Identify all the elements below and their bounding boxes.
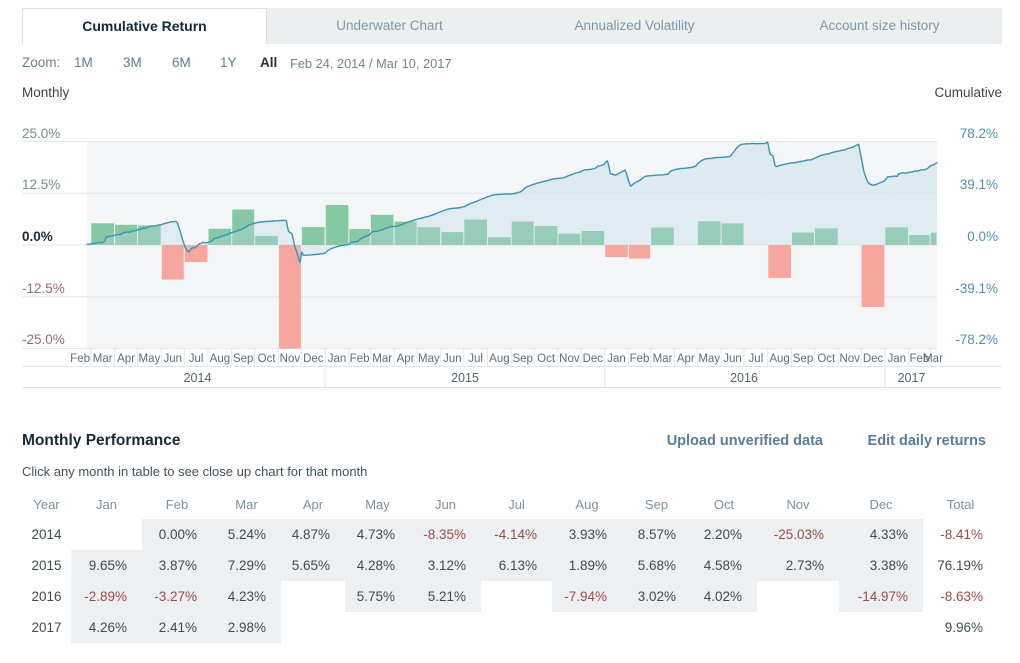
svg-text:12.5%: 12.5%	[22, 177, 60, 192]
svg-text:Jun: Jun	[443, 353, 462, 365]
svg-text:Oct: Oct	[537, 353, 556, 365]
svg-text:Feb: Feb	[909, 353, 929, 365]
svg-text:May: May	[418, 353, 440, 365]
svg-text:Mar: Mar	[923, 353, 943, 365]
svg-text:Mar: Mar	[653, 353, 673, 365]
svg-text:2015: 2015	[451, 371, 479, 385]
svg-text:Aug: Aug	[769, 353, 789, 365]
svg-text:Feb: Feb	[350, 353, 370, 365]
svg-text:Sep: Sep	[793, 353, 813, 365]
svg-text:Mar: Mar	[93, 353, 113, 365]
svg-text:Jul: Jul	[749, 353, 764, 365]
svg-text:May: May	[698, 353, 720, 365]
svg-text:25.0%: 25.0%	[22, 126, 60, 141]
svg-text:Jan: Jan	[888, 353, 907, 365]
svg-text:2016: 2016	[730, 371, 758, 385]
svg-text:Sep: Sep	[233, 353, 253, 365]
svg-text:-12.5%: -12.5%	[22, 281, 65, 296]
svg-text:Jul: Jul	[468, 353, 483, 365]
svg-text:Dec: Dec	[303, 353, 324, 365]
svg-text:Apr: Apr	[397, 353, 415, 365]
svg-text:Oct: Oct	[258, 353, 277, 365]
svg-text:Jul: Jul	[189, 353, 204, 365]
svg-text:Feb: Feb	[630, 353, 650, 365]
svg-text:Dec: Dec	[863, 353, 884, 365]
svg-text:Apr: Apr	[117, 353, 135, 365]
svg-text:39.1%: 39.1%	[960, 177, 998, 192]
svg-text:Aug: Aug	[489, 353, 509, 365]
svg-text:Jun: Jun	[164, 353, 183, 365]
svg-text:0.0%: 0.0%	[967, 229, 998, 244]
svg-text:Dec: Dec	[583, 353, 604, 365]
svg-text:78.2%: 78.2%	[960, 126, 998, 141]
svg-text:-39.1%: -39.1%	[955, 281, 998, 296]
svg-text:2017: 2017	[898, 371, 926, 385]
svg-text:May: May	[139, 353, 161, 365]
svg-text:Mar: Mar	[372, 353, 392, 365]
svg-text:Jun: Jun	[723, 353, 742, 365]
svg-text:Jan: Jan	[328, 353, 347, 365]
svg-text:Nov: Nov	[559, 353, 580, 365]
svg-text:2014: 2014	[184, 371, 212, 385]
svg-text:Sep: Sep	[512, 353, 532, 365]
svg-text:Nov: Nov	[280, 353, 301, 365]
svg-text:-25.0%: -25.0%	[22, 332, 65, 347]
svg-text:-78.2%: -78.2%	[955, 332, 998, 347]
svg-text:Aug: Aug	[210, 353, 230, 365]
svg-text:Oct: Oct	[817, 353, 836, 365]
svg-text:Nov: Nov	[839, 353, 860, 365]
svg-text:Feb: Feb	[70, 353, 90, 365]
svg-text:Jan: Jan	[607, 353, 626, 365]
svg-text:0.0%: 0.0%	[22, 229, 53, 244]
svg-text:Apr: Apr	[677, 353, 695, 365]
